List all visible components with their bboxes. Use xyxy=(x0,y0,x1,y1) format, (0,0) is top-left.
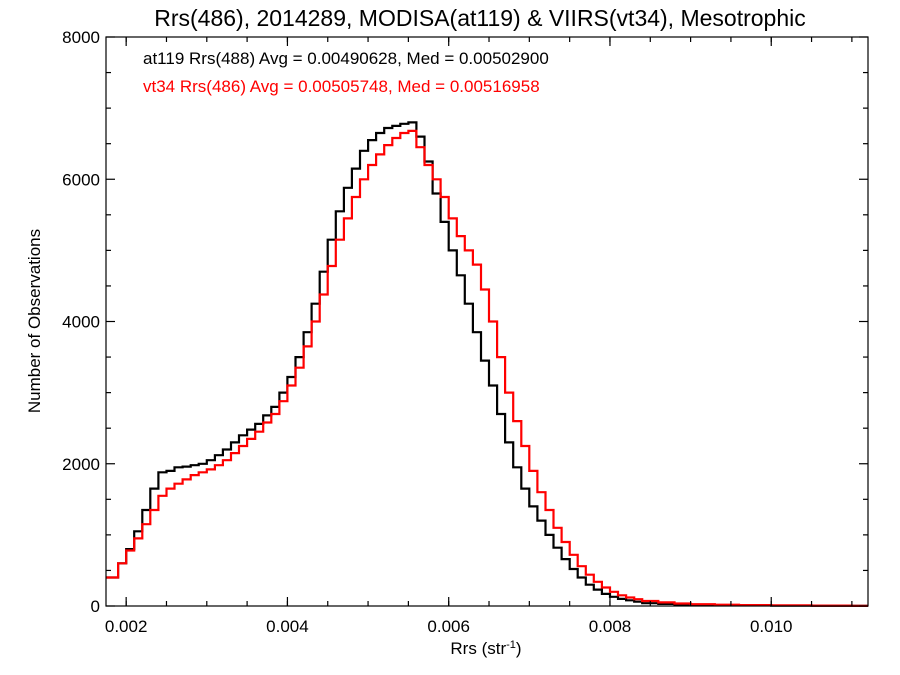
series-line-vt34 xyxy=(106,129,868,607)
x-axis-label-superscript: -1 xyxy=(506,639,516,651)
y-tick-label: 6000 xyxy=(62,170,100,189)
x-tick-label: 0.010 xyxy=(750,617,793,636)
y-tick-label: 0 xyxy=(91,597,100,616)
y-tick-label: 8000 xyxy=(62,28,100,47)
y-tick-label: 2000 xyxy=(62,455,100,474)
series-line-at119 xyxy=(106,121,868,607)
y-tick-label: 4000 xyxy=(62,313,100,332)
x-axis-label: Rrs (str-1) xyxy=(450,639,521,658)
chart-title: Rrs(486), 2014289, MODISA(at119) & VIIRS… xyxy=(154,5,806,31)
x-tick-label: 0.006 xyxy=(427,617,470,636)
legend-entry-at119: at119 Rrs(488) Avg = 0.00490628, Med = 0… xyxy=(143,49,549,68)
ticks-layer xyxy=(106,36,868,607)
x-tick-label: 0.002 xyxy=(105,617,148,636)
y-axis-label: Number of Observations xyxy=(25,229,44,413)
series-layer xyxy=(106,121,868,607)
x-axis-label-close: ) xyxy=(516,639,522,658)
legend-entry-vt34: vt34 Rrs(486) Avg = 0.00505748, Med = 0.… xyxy=(143,77,540,96)
x-tick-label: 0.004 xyxy=(266,617,309,636)
x-axis-label-text: Rrs (str xyxy=(450,639,506,658)
x-tick-label: 0.008 xyxy=(589,617,632,636)
plot-frame xyxy=(105,36,869,607)
tick-labels-layer: 0.002 0.004 0.006 0.008 0.010 0 2000 4000 6000 80… xyxy=(62,28,792,636)
